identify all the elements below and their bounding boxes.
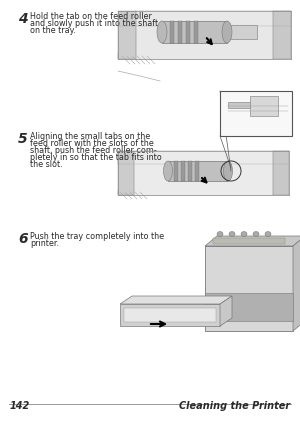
Bar [181,161,185,181]
Ellipse shape [164,161,172,181]
Polygon shape [118,152,289,158]
Bar [120,304,220,326]
Polygon shape [118,54,273,60]
Bar [194,22,198,44]
Ellipse shape [229,232,235,237]
Text: printer.: printer. [30,239,59,248]
Text: Cleaning the Printer: Cleaning the Printer [179,400,290,410]
Text: shaft, push the feed roller com-: shaft, push the feed roller com- [30,146,157,155]
Ellipse shape [222,22,232,44]
Polygon shape [118,12,291,20]
Bar [213,239,285,245]
Ellipse shape [265,232,271,237]
Bar [170,22,174,44]
Polygon shape [205,236,300,246]
Ellipse shape [157,22,167,44]
Ellipse shape [217,232,223,237]
Ellipse shape [241,232,247,237]
Polygon shape [228,103,260,109]
Polygon shape [118,47,291,54]
Polygon shape [250,97,278,117]
Text: Push the tray completely into the: Push the tray completely into the [30,231,164,240]
Text: 5: 5 [18,132,28,146]
Text: feed roller with the slots of the: feed roller with the slots of the [30,139,154,148]
Polygon shape [118,152,273,196]
Text: 142: 142 [10,400,30,410]
Text: 6: 6 [18,231,28,245]
Bar [174,161,178,181]
Bar [178,22,182,44]
Bar [227,26,257,40]
Polygon shape [273,12,291,60]
Polygon shape [118,158,273,164]
Bar [124,308,216,322]
Text: the slot.: the slot. [30,160,63,169]
Bar [188,161,192,181]
Bar [168,161,228,181]
Text: Hold the tab on the feed roller: Hold the tab on the feed roller [30,12,152,21]
Polygon shape [136,12,273,60]
Text: 4: 4 [18,12,28,26]
Polygon shape [293,236,300,331]
Ellipse shape [224,161,232,181]
Bar [186,22,190,44]
Bar [195,161,199,181]
Polygon shape [118,20,273,27]
Polygon shape [220,296,232,326]
Ellipse shape [253,232,259,237]
Polygon shape [118,190,273,196]
Polygon shape [273,152,289,196]
FancyBboxPatch shape [220,92,292,137]
Polygon shape [120,296,232,304]
Polygon shape [118,152,134,196]
Text: and slowly push it into the shaft: and slowly push it into the shaft [30,19,158,28]
Bar [205,294,293,321]
Polygon shape [118,184,289,190]
Polygon shape [118,12,136,60]
Text: on the tray.: on the tray. [30,26,76,35]
Bar [162,22,227,44]
Bar [205,246,293,331]
Text: Aligning the small tabs on the: Aligning the small tabs on the [30,132,150,141]
Text: pletely in so that the tab fits into: pletely in so that the tab fits into [30,153,162,161]
